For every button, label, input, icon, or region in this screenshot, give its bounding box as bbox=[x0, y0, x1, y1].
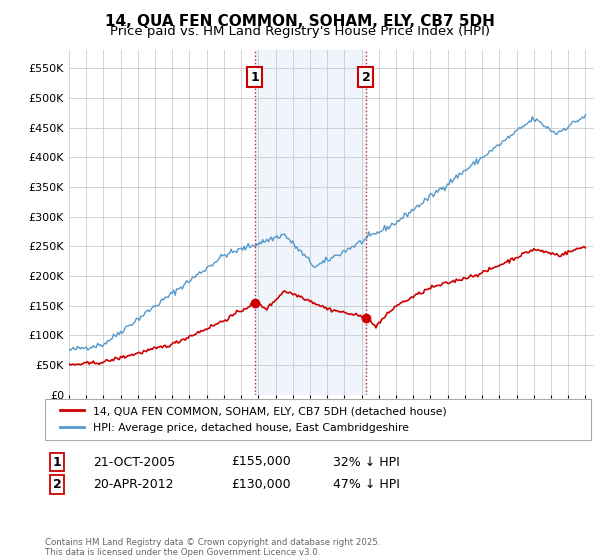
Text: 47% ↓ HPI: 47% ↓ HPI bbox=[333, 478, 400, 491]
Text: £155,000: £155,000 bbox=[231, 455, 291, 469]
Text: 14, QUA FEN COMMON, SOHAM, ELY, CB7 5DH: 14, QUA FEN COMMON, SOHAM, ELY, CB7 5DH bbox=[105, 14, 495, 29]
Text: 2: 2 bbox=[53, 478, 61, 491]
Text: 21-OCT-2005: 21-OCT-2005 bbox=[93, 455, 175, 469]
Text: Price paid vs. HM Land Registry's House Price Index (HPI): Price paid vs. HM Land Registry's House … bbox=[110, 25, 490, 38]
Text: 32% ↓ HPI: 32% ↓ HPI bbox=[333, 455, 400, 469]
Text: 1: 1 bbox=[53, 455, 61, 469]
Text: 20-APR-2012: 20-APR-2012 bbox=[93, 478, 173, 491]
Bar bbox=[255, 50, 366, 395]
Text: £130,000: £130,000 bbox=[231, 478, 290, 491]
Text: 1: 1 bbox=[251, 71, 259, 83]
Text: 2: 2 bbox=[362, 71, 370, 83]
Text: Contains HM Land Registry data © Crown copyright and database right 2025.
This d: Contains HM Land Registry data © Crown c… bbox=[45, 538, 380, 557]
Legend: 14, QUA FEN COMMON, SOHAM, ELY, CB7 5DH (detached house), HPI: Average price, de: 14, QUA FEN COMMON, SOHAM, ELY, CB7 5DH … bbox=[56, 402, 451, 437]
